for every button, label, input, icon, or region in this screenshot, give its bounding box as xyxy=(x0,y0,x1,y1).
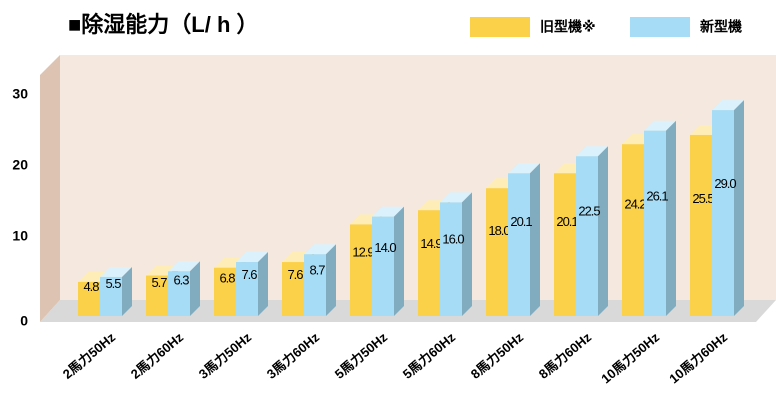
bar-top xyxy=(372,206,404,217)
bar-front xyxy=(168,271,190,316)
legend-swatch xyxy=(630,17,690,37)
x-tick-label: 8馬力50Hz xyxy=(468,329,527,382)
x-tick-label: 5馬力50Hz xyxy=(332,329,391,382)
value-label: 24.2 xyxy=(624,196,646,211)
value-label: 20.1 xyxy=(556,214,578,229)
value-label: 4.8 xyxy=(83,279,99,294)
bar-front xyxy=(282,262,304,316)
bar-front xyxy=(690,134,712,316)
bar xyxy=(712,100,744,316)
bar-front xyxy=(576,156,598,316)
value-label: 26.1 xyxy=(646,188,668,203)
value-label: 20.1 xyxy=(510,214,532,229)
bar-front xyxy=(712,110,734,316)
bar-front xyxy=(372,216,394,316)
bar-top xyxy=(508,163,540,174)
bar xyxy=(644,120,676,316)
bar-side xyxy=(666,120,676,316)
bar-top xyxy=(304,244,336,255)
bar-side xyxy=(190,261,200,316)
bar-top xyxy=(712,100,744,111)
bar-top xyxy=(576,146,608,157)
bar-side xyxy=(734,100,744,316)
bar xyxy=(100,266,132,316)
bar-front xyxy=(508,173,530,316)
bar xyxy=(304,244,336,316)
y-tick-label: 0 xyxy=(20,313,28,329)
bar-top xyxy=(100,266,132,277)
bar xyxy=(440,192,472,316)
bar-top xyxy=(236,252,268,263)
bar-top xyxy=(168,261,200,272)
bar-front xyxy=(350,224,372,316)
value-label: 12.9 xyxy=(352,244,374,259)
bar-side xyxy=(462,192,472,316)
bar-front xyxy=(214,267,236,316)
value-label: 14.0 xyxy=(374,240,396,255)
bar-front xyxy=(78,281,100,316)
bar xyxy=(236,252,268,316)
bar-front xyxy=(100,276,122,316)
bar-side xyxy=(258,252,268,316)
bar-front xyxy=(418,210,440,316)
bar-side xyxy=(530,163,540,316)
x-tick-label: 8馬力60Hz xyxy=(536,329,595,382)
x-tick-label: 2馬力60Hz xyxy=(128,329,187,382)
y-tick-label: 10 xyxy=(12,228,28,244)
bar-front xyxy=(486,188,508,316)
value-label: 6.3 xyxy=(173,273,189,288)
value-label: 18.0 xyxy=(488,223,510,238)
bar-front xyxy=(622,144,644,316)
x-tick-label: 3馬力50Hz xyxy=(196,329,255,382)
x-tick-label: 2馬力50Hz xyxy=(60,329,119,382)
bar xyxy=(576,146,608,316)
value-label: 5.5 xyxy=(105,276,121,291)
value-label: 7.6 xyxy=(241,267,257,282)
side-wall xyxy=(40,55,60,322)
y-tick-label: 30 xyxy=(12,86,28,102)
value-label: 14.9 xyxy=(420,236,442,251)
bar-side xyxy=(598,146,608,316)
value-label: 29.0 xyxy=(714,176,736,191)
bar-front xyxy=(146,275,168,316)
value-label: 16.0 xyxy=(442,231,464,246)
legend-label: 旧型機※ xyxy=(540,19,596,35)
bar-side xyxy=(326,244,336,316)
legend-swatch xyxy=(470,17,530,37)
bar xyxy=(372,206,404,316)
bar-front xyxy=(440,202,462,316)
bar-front xyxy=(644,130,666,316)
x-tick-label: 10馬力60Hz xyxy=(666,329,730,386)
bar-top xyxy=(440,192,472,203)
value-label: 25.5 xyxy=(692,191,714,206)
bar-top xyxy=(644,120,676,131)
x-tick-label: 10馬力50Hz xyxy=(598,329,662,386)
value-label: 6.8 xyxy=(219,270,235,285)
bar xyxy=(168,261,200,316)
bar-front xyxy=(236,262,258,316)
legend-label: 新型機 xyxy=(700,19,742,35)
bar xyxy=(508,163,540,316)
x-tick-label: 3馬力60Hz xyxy=(264,329,323,382)
x-tick-label: 5馬力60Hz xyxy=(400,329,459,382)
bar-side xyxy=(394,206,404,316)
value-label: 8.7 xyxy=(309,262,325,277)
bar-front xyxy=(554,173,576,316)
bar-side xyxy=(122,266,132,316)
value-label: 7.6 xyxy=(287,267,303,282)
value-label: 22.5 xyxy=(578,204,600,219)
y-tick-label: 20 xyxy=(12,157,28,173)
value-label: 5.7 xyxy=(151,275,167,290)
bar-front xyxy=(304,254,326,316)
chart-title: ■除湿能力（L/ h ） xyxy=(68,12,259,37)
